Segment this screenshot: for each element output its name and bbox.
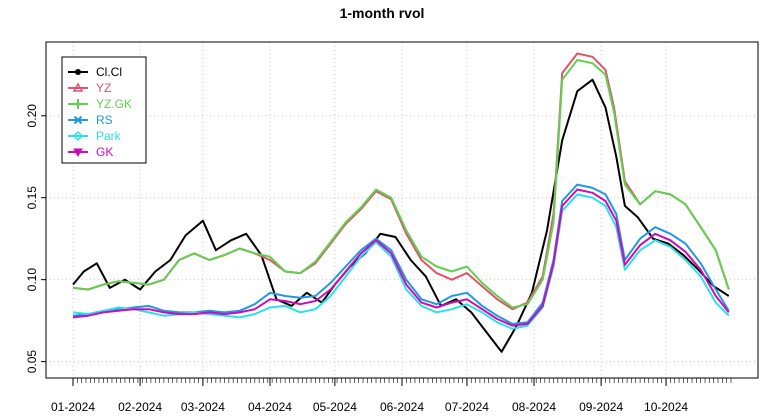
- x-tick-label: 07-2024: [445, 400, 489, 414]
- series-line-gk: [72, 188, 730, 327]
- y-tick-label: 0.05: [25, 350, 39, 374]
- x-tick-label: 01-2024: [51, 400, 95, 414]
- legend-label: YZ.GK: [96, 97, 132, 111]
- legend-label: YZ: [96, 81, 111, 95]
- legend-marker: [75, 69, 81, 75]
- legend-marker: [72, 130, 84, 142]
- chart-title: 1-month rvol: [340, 5, 425, 21]
- series-line-yz-gk: [72, 59, 730, 309]
- series-lines: [72, 52, 730, 353]
- x-tick-label: 04-2024: [248, 400, 292, 414]
- x-tick-label: 02-2024: [118, 400, 162, 414]
- legend-box: [61, 56, 147, 164]
- x-tick-label: 03-2024: [181, 400, 225, 414]
- x-axis: 01-2024 02-2024 03-2024 04-2024 05-2024 06-20…: [51, 377, 732, 414]
- legend: Cl.Cl YZ YZ.GK RS Park GK: [61, 56, 147, 164]
- legend-marker: [72, 82, 84, 92]
- x-tick-label: 08-2024: [512, 400, 556, 414]
- y-axis: 0.05 0.10 0.15 0.20: [25, 104, 46, 374]
- x-tick-label: 06-2024: [380, 400, 424, 414]
- legend-label: Park: [96, 129, 122, 143]
- x-tick-label: 05-2024: [313, 400, 357, 414]
- legend-label: GK: [96, 145, 113, 159]
- y-tick-label: 0.15: [25, 186, 39, 210]
- y-tick-label: 0.10: [25, 268, 39, 292]
- legend-marker-stroke: [73, 115, 83, 125]
- legend-marker: [73, 148, 83, 158]
- series-line-cl-cl: [72, 78, 730, 353]
- y-tick-label: 0.20: [25, 104, 39, 128]
- legend-label: Cl.Cl: [96, 65, 122, 79]
- legend-label: RS: [96, 113, 113, 127]
- legend-marker: [73, 115, 83, 125]
- x-tick-label: 10-2024: [644, 400, 688, 414]
- x-tick-label: 09-2024: [579, 400, 623, 414]
